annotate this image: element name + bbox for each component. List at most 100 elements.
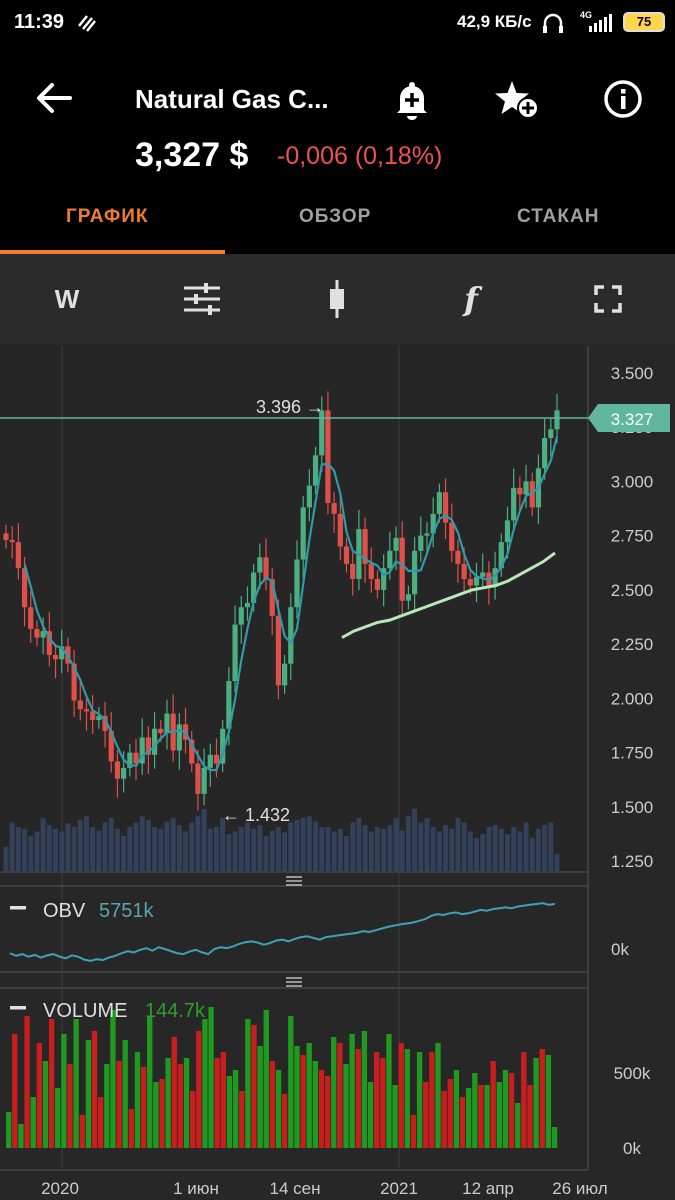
volume-bar bbox=[177, 1064, 184, 1148]
candle bbox=[281, 663, 288, 686]
candle bbox=[207, 754, 213, 768]
price-panel[interactable] bbox=[0, 346, 588, 872]
chart-canvas[interactable]: 3.5003.2503.0002.7502.5002.2502.0001.750… bbox=[0, 344, 675, 1200]
instrument-name: Natural Gas C... bbox=[135, 84, 329, 114]
price-volume-bar bbox=[282, 832, 288, 872]
y-tick-label: 3.000 bbox=[611, 472, 654, 491]
add-favorite-icon[interactable] bbox=[494, 78, 540, 120]
price-volume-bar bbox=[554, 854, 560, 872]
volume-bar bbox=[404, 1049, 410, 1148]
volume-bar bbox=[116, 1061, 122, 1148]
volume-bar bbox=[484, 1085, 490, 1148]
volume-bar bbox=[91, 1031, 98, 1148]
price-volume-bar bbox=[517, 831, 523, 872]
function-icon[interactable]: f bbox=[464, 280, 478, 318]
candle bbox=[331, 503, 337, 514]
obv-line bbox=[9, 902, 556, 962]
volume-bar bbox=[122, 1040, 128, 1148]
price-volume-bar bbox=[269, 830, 275, 872]
tab-bar: ГРАФИК ОБЗОР СТАКАН bbox=[0, 192, 675, 254]
candle bbox=[77, 700, 83, 710]
price-volume-bar bbox=[294, 819, 300, 872]
candle bbox=[90, 711, 96, 721]
settings-sliders-icon[interactable] bbox=[162, 254, 242, 344]
price-volume-bar bbox=[362, 825, 368, 872]
volume-collapse-icon[interactable] bbox=[10, 1006, 26, 1010]
network-type: 4G bbox=[580, 10, 593, 20]
volume-bar bbox=[196, 1031, 202, 1148]
volume-bar bbox=[183, 1058, 190, 1148]
y-tick-label: 1.500 bbox=[611, 798, 654, 817]
tab-chart[interactable]: ГРАФИК bbox=[66, 206, 149, 227]
candle bbox=[232, 624, 238, 682]
volume-bar bbox=[288, 1016, 294, 1148]
volume-bar bbox=[282, 1094, 288, 1148]
obv-collapse-icon[interactable] bbox=[10, 906, 26, 910]
volume-bar bbox=[202, 1019, 208, 1148]
price-volume-bar bbox=[257, 825, 263, 872]
period-button[interactable]: W bbox=[54, 283, 80, 314]
price-volume-bar bbox=[337, 828, 343, 872]
volume-bar bbox=[294, 1046, 300, 1148]
volume-bar bbox=[527, 1085, 533, 1148]
tab-order-book[interactable]: СТАКАН bbox=[517, 206, 600, 227]
candlestick-icon[interactable] bbox=[297, 254, 377, 344]
volume-y-tick: 500k bbox=[614, 1064, 651, 1083]
panel-resize-handle[interactable] bbox=[286, 977, 302, 987]
price-volume-bar bbox=[449, 828, 455, 872]
candle bbox=[325, 410, 331, 504]
volume-bar bbox=[441, 1091, 447, 1148]
volume-bar bbox=[110, 1010, 116, 1148]
volume-bar bbox=[36, 1043, 42, 1148]
price-volume-bar bbox=[300, 818, 306, 872]
volume-bar bbox=[79, 1115, 85, 1148]
volume-bar bbox=[380, 1058, 386, 1148]
panel-resize-handle[interactable] bbox=[286, 876, 302, 886]
volume-bar bbox=[410, 1115, 417, 1148]
chart-area[interactable]: 3.5003.2503.0002.7502.5002.2502.0001.750… bbox=[0, 344, 675, 1200]
active-tab-indicator bbox=[0, 250, 225, 254]
candle bbox=[288, 607, 294, 664]
candle bbox=[15, 542, 21, 569]
x-tick-label: 2021 bbox=[380, 1179, 418, 1198]
candle bbox=[542, 437, 548, 469]
price-volume-bar bbox=[344, 836, 350, 872]
volume-bar bbox=[423, 1082, 429, 1148]
fullscreen-icon[interactable] bbox=[568, 254, 648, 344]
candle bbox=[504, 520, 511, 543]
price-volume-bar bbox=[405, 816, 411, 872]
volume-bar bbox=[147, 1016, 153, 1148]
price-volume-bar bbox=[139, 816, 145, 872]
candle bbox=[213, 754, 220, 764]
x-tick-label: 2020 bbox=[41, 1179, 79, 1198]
price-volume-bar bbox=[244, 822, 250, 872]
current-price-label: 3.327 bbox=[611, 410, 654, 429]
price-volume-bar bbox=[83, 816, 89, 872]
volume-bar bbox=[245, 1019, 251, 1148]
price-volume-bar bbox=[288, 822, 294, 872]
candle bbox=[300, 507, 306, 560]
volume-bar bbox=[533, 1058, 539, 1148]
candle bbox=[319, 410, 325, 456]
candle bbox=[127, 752, 133, 768]
price-volume-bar bbox=[393, 818, 399, 872]
volume-bar bbox=[318, 1070, 325, 1148]
price-volume-bar bbox=[374, 827, 380, 872]
add-alert-icon[interactable] bbox=[392, 78, 432, 120]
app-header bbox=[0, 44, 675, 254]
tab-overview[interactable]: ОБЗОР bbox=[299, 206, 372, 227]
obv-value: 5751k bbox=[99, 900, 154, 922]
info-icon[interactable] bbox=[602, 78, 644, 120]
price-change: -0,006 (0,18%) bbox=[277, 142, 443, 170]
volume-bar bbox=[269, 1061, 276, 1148]
back-arrow-icon[interactable] bbox=[34, 80, 74, 116]
price-volume-bar bbox=[9, 822, 15, 872]
candle bbox=[139, 737, 145, 764]
candle bbox=[269, 579, 275, 616]
volume-bar bbox=[312, 1061, 318, 1148]
volume-bar bbox=[539, 1049, 545, 1148]
candle bbox=[449, 522, 455, 551]
y-tick-label: 1.750 bbox=[611, 744, 654, 763]
price-volume-bar bbox=[436, 831, 442, 872]
candle bbox=[511, 487, 517, 521]
